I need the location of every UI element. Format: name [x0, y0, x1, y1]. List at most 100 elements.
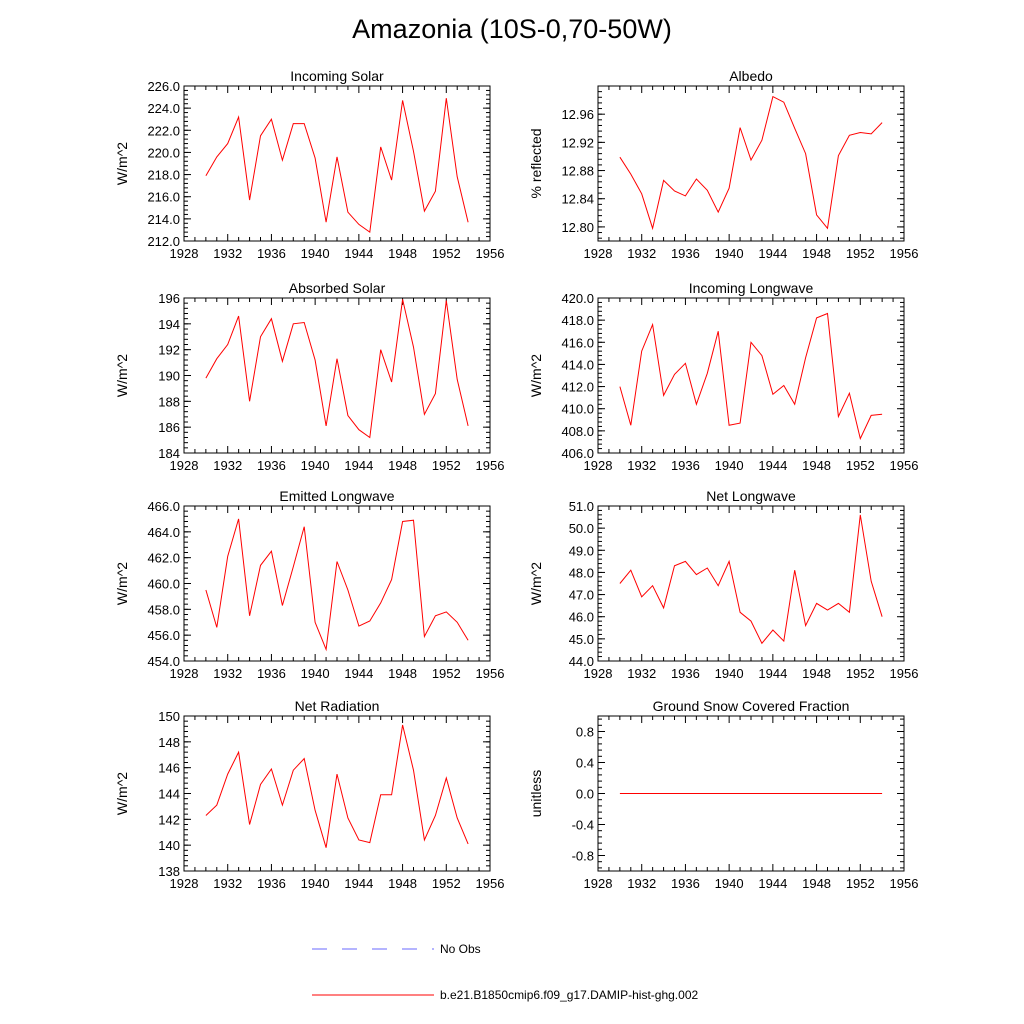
y-tick-label: 212.0 [147, 234, 180, 249]
y-tick-label: 458.0 [147, 602, 180, 617]
y-tick-label: 456.0 [147, 628, 180, 643]
x-tick-label: 1936 [257, 458, 286, 473]
y-tick-label: 51.0 [569, 499, 594, 514]
y-axis-label: unitless [528, 770, 544, 817]
panel-title: Ground Snow Covered Fraction [653, 698, 850, 714]
plot-frame [597, 85, 905, 242]
panel-title: Net Longwave [706, 488, 796, 504]
x-tick-label: 1928 [170, 458, 199, 473]
y-tick-label: 410.0 [561, 402, 594, 417]
series-line [619, 514, 883, 645]
y-tick-label: 414.0 [561, 357, 594, 372]
panel-title: Emitted Longwave [279, 488, 394, 504]
y-tick-label: 220.0 [147, 145, 180, 160]
x-tick-label: 1956 [890, 666, 919, 681]
y-tick-label: 12.88 [561, 164, 594, 179]
x-tick-label: 1948 [802, 876, 831, 891]
y-tick-label: 146 [158, 761, 180, 776]
y-tick-label: 462.0 [147, 551, 180, 566]
x-tick-label: 1944 [758, 666, 787, 681]
x-tick-label: 1956 [476, 246, 505, 261]
figure-title: Amazonia (10S-0,70-50W) [352, 14, 672, 44]
panel-8: Ground Snow Covered Fraction 1928 1932 1936… [528, 698, 918, 891]
y-tick-label: 144 [158, 787, 180, 802]
panel-7: Net Radiation 1928 1932 1936 1940 1944 1948 195… [114, 698, 504, 891]
x-tick-label: 1928 [170, 876, 199, 891]
x-tick-label: 1940 [715, 246, 744, 261]
y-axis-label: W/m^2 [114, 772, 130, 815]
panel-6: Net Longwave 1928 1932 1936 1940 1944 1948 1952… [528, 488, 918, 681]
x-tick-label: 1948 [802, 666, 831, 681]
y-tick-label: 218.0 [147, 168, 180, 183]
y-tick-label: -0.4 [572, 818, 594, 833]
x-tick-label: 1952 [432, 666, 461, 681]
x-tick-label: 1940 [715, 458, 744, 473]
y-tick-label: 48.0 [569, 565, 594, 580]
y-tick-label: 12.80 [561, 220, 594, 235]
y-tick-label: 188 [158, 394, 180, 409]
x-tick-label: 1928 [170, 666, 199, 681]
x-tick-label: 1936 [257, 246, 286, 261]
y-axis-label: W/m^2 [114, 142, 130, 185]
series-line [205, 299, 469, 439]
y-tick-label: 49.0 [569, 543, 594, 558]
x-tick-label: 1952 [432, 458, 461, 473]
x-tick-label: 1932 [213, 876, 242, 891]
panel-2: Albedo 1928 1932 1936 1940 1944 1948 1952 1956 12… [528, 68, 918, 261]
y-tick-label: 0.8 [576, 725, 594, 740]
x-tick-label: 1944 [344, 458, 373, 473]
x-tick-label: 1948 [802, 458, 831, 473]
y-axis-label: W/m^2 [114, 562, 130, 605]
x-tick-label: 1932 [213, 458, 242, 473]
y-tick-label: 466.0 [147, 499, 180, 514]
y-tick-label: 45.0 [569, 632, 594, 647]
x-tick-label: 1932 [213, 666, 242, 681]
x-tick-label: 1936 [257, 666, 286, 681]
x-tick-label: 1952 [846, 246, 875, 261]
x-tick-label: 1940 [301, 246, 330, 261]
x-tick-label: 1956 [890, 458, 919, 473]
y-tick-label: 0.0 [576, 787, 594, 802]
y-tick-label: 224.0 [147, 101, 180, 116]
x-tick-label: 1936 [671, 246, 700, 261]
y-tick-label: 214.0 [147, 212, 180, 227]
y-tick-label: 138 [158, 864, 180, 879]
x-tick-label: 1944 [758, 246, 787, 261]
x-tick-label: 1936 [671, 666, 700, 681]
x-tick-label: 1944 [758, 458, 787, 473]
x-tick-label: 1940 [301, 876, 330, 891]
y-tick-label: 142 [158, 812, 180, 827]
y-tick-label: 186 [158, 420, 180, 435]
x-tick-label: 1948 [388, 458, 417, 473]
x-tick-label: 1952 [846, 666, 875, 681]
panel-title: Incoming Solar [290, 68, 384, 84]
y-tick-label: 46.0 [569, 610, 594, 625]
y-tick-label: 460.0 [147, 577, 180, 592]
x-tick-label: 1932 [213, 246, 242, 261]
y-tick-label: 12.92 [561, 135, 594, 150]
x-tick-label: 1932 [627, 666, 656, 681]
y-tick-label: 47.0 [569, 588, 594, 603]
series-line [619, 95, 883, 231]
y-tick-label: 190 [158, 369, 180, 384]
plot-frame [597, 505, 905, 662]
y-tick-label: 196 [158, 291, 180, 306]
y-tick-label: 420.0 [561, 291, 594, 306]
y-tick-label: 150 [158, 709, 180, 724]
x-tick-label: 1936 [671, 458, 700, 473]
y-tick-label: 464.0 [147, 525, 180, 540]
y-tick-label: 140 [158, 838, 180, 853]
x-tick-label: 1936 [671, 876, 700, 891]
x-tick-label: 1948 [802, 246, 831, 261]
series-line [619, 312, 883, 441]
y-tick-label: 416.0 [561, 335, 594, 350]
x-tick-label: 1952 [846, 876, 875, 891]
series-line [205, 518, 469, 652]
x-tick-label: 1932 [627, 876, 656, 891]
y-tick-label: 216.0 [147, 190, 180, 205]
y-axis-label: W/m^2 [528, 562, 544, 605]
y-tick-label: 50.0 [569, 521, 594, 536]
x-tick-label: 1928 [584, 246, 613, 261]
y-tick-label: 184 [158, 446, 180, 461]
